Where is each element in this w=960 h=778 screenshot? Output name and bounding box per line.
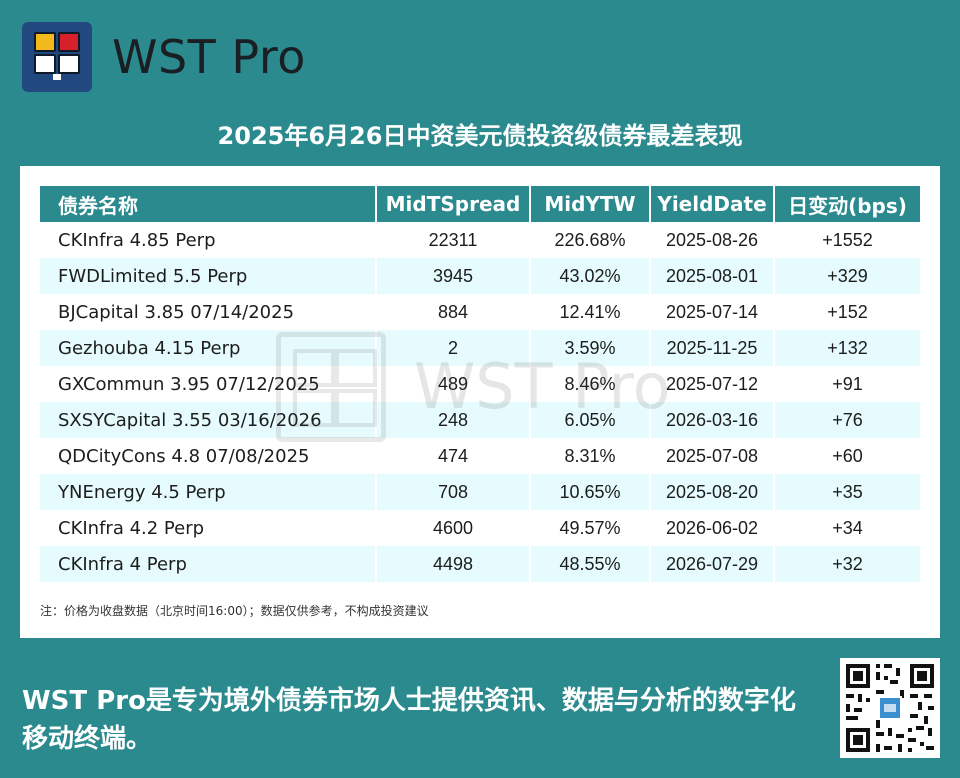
bond-name: CKInfra 4.2 Perp (58, 517, 205, 539)
mid-t-spread: 2 (375, 330, 530, 366)
bond-name: SXSYCapital 3.55 03/16/2026 (40, 402, 376, 438)
yield-date: 2025-08-01 (649, 258, 774, 294)
daily-change: +32 (773, 546, 920, 582)
column-header-yielddate: YieldDate (650, 186, 775, 222)
bond-name: CKInfra 4.85 Perp (58, 229, 216, 251)
mid-ytw: 48.55% (529, 546, 650, 582)
column-header-bond-name: 债券名称 (40, 186, 377, 222)
column-header-daily-change: 日变动(bps) (774, 186, 920, 222)
mid-t-spread: 489 (375, 366, 530, 402)
column-header-midtspread: MidTSpread (376, 186, 531, 222)
mid-t-spread: 248 (375, 402, 530, 438)
mid-t-spread: 474 (375, 438, 530, 474)
mid-t-spread: 3945 (375, 258, 530, 294)
table-row: FWDLimited 5.5 Perp 3945 43.02% 2025-08-… (40, 258, 920, 294)
mid-ytw: 10.65% (529, 474, 650, 510)
qr-code-icon (840, 658, 940, 758)
mid-t-spread: 4600 (375, 510, 530, 546)
yield-date: 2025-08-20 (649, 474, 774, 510)
bond-name: GXCommun 3.95 07/12/2025 (58, 373, 320, 395)
mid-ytw: 49.57% (529, 510, 650, 546)
table-row: CKInfra 4.85 Perp 22311 226.68% 2025-08-… (40, 222, 920, 258)
mid-t-spread: 884 (375, 294, 530, 330)
table-card: 债券名称 MidTSpread MidYTW YieldDate 日变动(bps… (20, 166, 940, 638)
table-row: GXCommun 3.95 07/12/2025 489 8.46% 2025-… (40, 366, 920, 402)
table-row: YNEnergy 4.5 Perp 708 10.65% 2025-08-20 … (40, 474, 920, 510)
wst-pro-logo-icon (22, 22, 92, 92)
daily-change: +76 (773, 402, 920, 438)
page-title: 2025年6月26日中资美元债投资级债券最差表现 (217, 122, 743, 150)
yield-date: 2026-06-02 (649, 510, 774, 546)
table-row: SXSYCapital 3.55 03/16/2026 248 6.05% 20… (40, 402, 920, 438)
mid-t-spread: 708 (375, 474, 530, 510)
daily-change: +91 (773, 366, 920, 402)
bond-name: YNEnergy 4.5 Perp (40, 474, 376, 510)
daily-change: +34 (773, 510, 920, 546)
mid-ytw: 6.05% (529, 402, 650, 438)
mid-ytw: 3.59% (529, 330, 650, 366)
table-header-row: 债券名称 MidTSpread MidYTW YieldDate 日变动(bps… (40, 186, 920, 222)
bond-name: FWDLimited 5.5 Perp (40, 258, 376, 294)
bond-table: 债券名称 MidTSpread MidYTW YieldDate 日变动(bps… (40, 186, 920, 582)
yield-date: 2025-08-26 (649, 222, 774, 258)
bond-name: Gezhouba 4.15 Perp (40, 330, 376, 366)
daily-change: +1552 (773, 222, 920, 258)
table-row: CKInfra 4.2 Perp 4600 49.57% 2026-06-02 … (40, 510, 920, 546)
daily-change: +35 (773, 474, 920, 510)
yield-date: 2026-07-29 (649, 546, 774, 582)
mid-ytw: 226.68% (529, 222, 650, 258)
mid-t-spread: 4498 (375, 546, 530, 582)
yield-date: 2026-03-16 (649, 402, 774, 438)
table-row: BJCapital 3.85 07/14/2025 884 12.41% 202… (40, 294, 920, 330)
yield-date: 2025-07-08 (649, 438, 774, 474)
daily-change: +60 (773, 438, 920, 474)
daily-change: +152 (773, 294, 920, 330)
mid-ytw: 8.31% (529, 438, 650, 474)
mid-ytw: 12.41% (529, 294, 650, 330)
mid-ytw: 43.02% (529, 258, 650, 294)
bond-name: CKInfra 4 Perp (40, 546, 376, 582)
yield-date: 2025-11-25 (649, 330, 774, 366)
daily-change: +329 (773, 258, 920, 294)
footer-tagline: WST Pro是专为境外债券市场人士提供资讯、数据与分析的数字化移动终端。 (22, 686, 796, 754)
mid-t-spread: 22311 (375, 222, 530, 258)
mid-ytw: 8.46% (529, 366, 650, 402)
bond-name: QDCityCons 4.8 07/08/2025 (58, 445, 310, 467)
yield-date: 2025-07-14 (649, 294, 774, 330)
yield-date: 2025-07-12 (649, 366, 774, 402)
table-row: Gezhouba 4.15 Perp 2 3.59% 2025-11-25 +1… (40, 330, 920, 366)
brand-name: WST Pro (112, 30, 306, 84)
bond-name: BJCapital 3.85 07/14/2025 (58, 301, 295, 323)
daily-change: +132 (773, 330, 920, 366)
table-row: QDCityCons 4.8 07/08/2025 474 8.31% 2025… (40, 438, 920, 474)
table-row: CKInfra 4 Perp 4498 48.55% 2026-07-29 +3… (40, 546, 920, 582)
column-header-midytw: MidYTW (530, 186, 651, 222)
footnote: 注：价格为收盘数据（北京时间16:00）；数据仅供参考，不构成投资建议 (40, 604, 429, 618)
